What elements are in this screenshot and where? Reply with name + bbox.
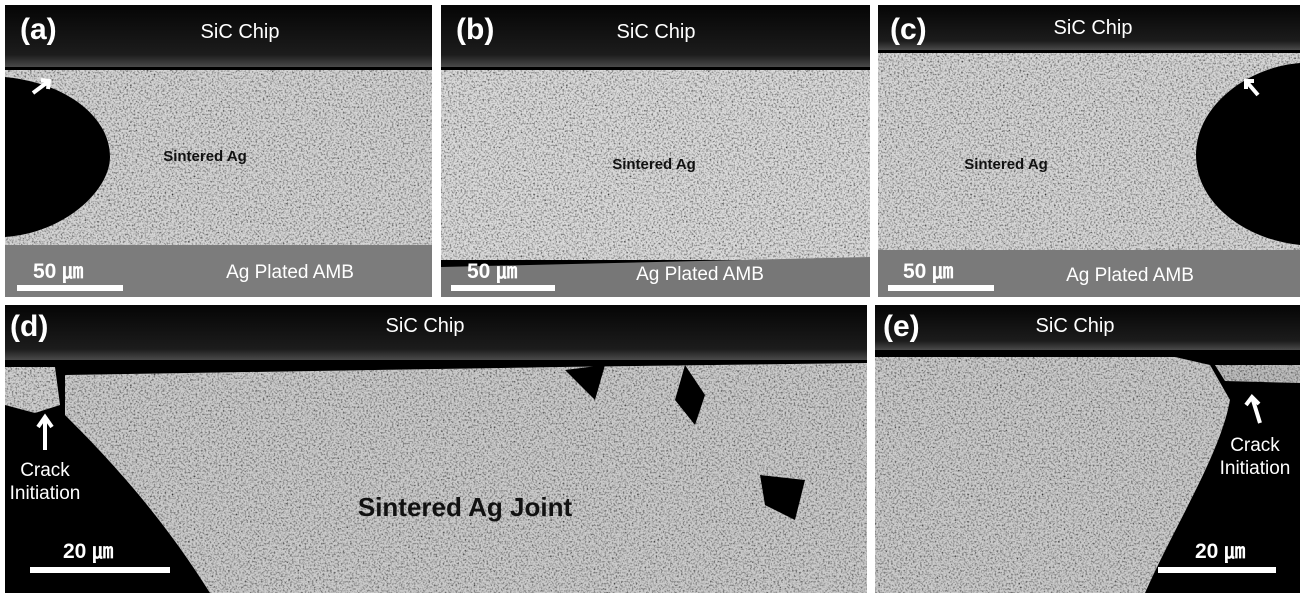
- material-label: Sintered Ag: [964, 156, 1048, 173]
- scale-label: 50 ㎛: [33, 255, 83, 285]
- page: (a) SiC Chip Sintered Ag Ag Plated AMB 5…: [0, 0, 1303, 593]
- panel-a: (a) SiC Chip Sintered Ag Ag Plated AMB 5…: [5, 5, 432, 297]
- scale-label: 50 ㎛: [467, 255, 517, 285]
- scale-label: 20 ㎛: [63, 535, 113, 565]
- chip-label: SiC Chip: [1054, 17, 1133, 40]
- micrograph: [5, 305, 867, 593]
- chip-label: SiC Chip: [1036, 315, 1115, 338]
- panel-label: (c): [890, 13, 927, 47]
- annotation: Crack Initiation: [1210, 435, 1300, 481]
- panel-label: (a): [20, 13, 57, 47]
- panel-d: (d) SiC Chip Sintered Ag Joint Crack Ini…: [5, 305, 867, 593]
- panel-e: (e) SiC Chip Crack Initiation 20 ㎛: [875, 305, 1300, 593]
- substrate-label: Ag Plated AMB: [226, 262, 354, 284]
- micrograph: [441, 5, 870, 297]
- chip-label: SiC Chip: [386, 315, 465, 338]
- scale-label: 20 ㎛: [1195, 535, 1245, 565]
- substrate-label: Ag Plated AMB: [636, 264, 764, 286]
- annotation: Crack Initiation: [5, 460, 90, 506]
- chip-label: SiC Chip: [201, 21, 280, 44]
- micrograph: [878, 5, 1300, 297]
- panel-c: (c) SiC Chip Sintered Ag Ag Plated AMB 5…: [878, 5, 1300, 297]
- panel-b: (b) SiC Chip Sintered Ag Ag Plated AMB 5…: [441, 5, 870, 297]
- scale-label: 50 ㎛: [903, 255, 953, 285]
- material-label: Sintered Ag: [612, 156, 696, 173]
- material-label: Sintered Ag: [163, 148, 247, 165]
- material-label: Sintered Ag Joint: [358, 492, 572, 523]
- substrate-label: Ag Plated AMB: [1066, 265, 1194, 287]
- panel-label: (e): [883, 310, 920, 344]
- chip-label: SiC Chip: [617, 21, 696, 44]
- panel-label: (d): [10, 310, 48, 344]
- panel-label: (b): [456, 13, 494, 47]
